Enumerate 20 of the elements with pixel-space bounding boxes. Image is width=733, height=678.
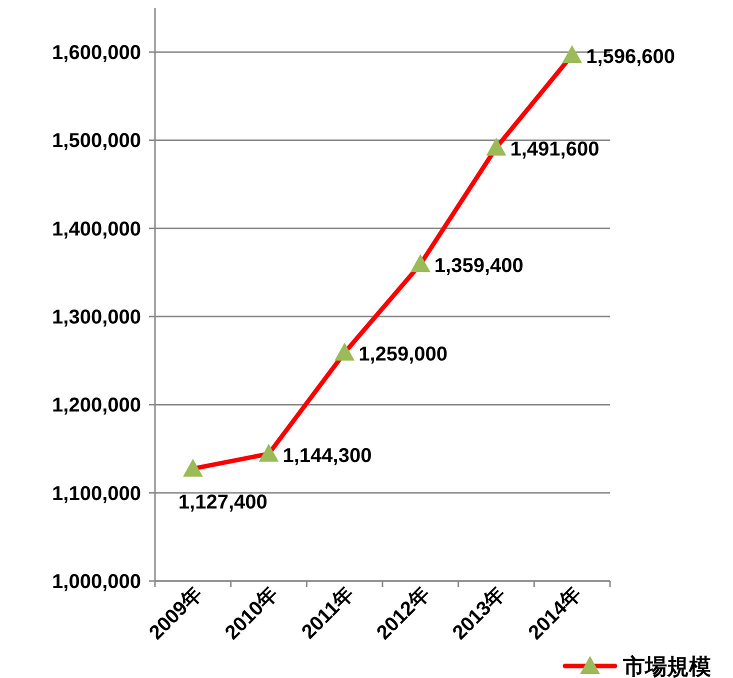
y-tick-label: 1,600,000	[52, 42, 141, 64]
point	[258, 444, 279, 462]
point	[562, 45, 582, 64]
data-label: 1,127,400	[178, 492, 268, 514]
point	[182, 458, 203, 477]
y-tick-label: 1,100,000	[52, 482, 141, 505]
data-label: 1,596,600	[586, 46, 676, 68]
data-label: 1,491,600	[510, 138, 600, 161]
data-label: 1,359,400	[434, 255, 524, 278]
y-tick-label: 1,000,000	[52, 571, 141, 593]
data-label: 1,259,000	[358, 344, 448, 366]
data-label: 1,144,300	[282, 444, 372, 467]
point	[334, 342, 355, 361]
y-tick-label: 1,200,000	[52, 394, 141, 417]
point	[486, 138, 506, 156]
point	[410, 254, 430, 272]
y-tick-label: 1,400,000	[52, 218, 141, 240]
legend-label: 市場規模	[622, 654, 711, 678]
y-tick-label: 1,300,000	[52, 306, 141, 329]
y-tick-label: 1,500,000	[52, 130, 141, 152]
